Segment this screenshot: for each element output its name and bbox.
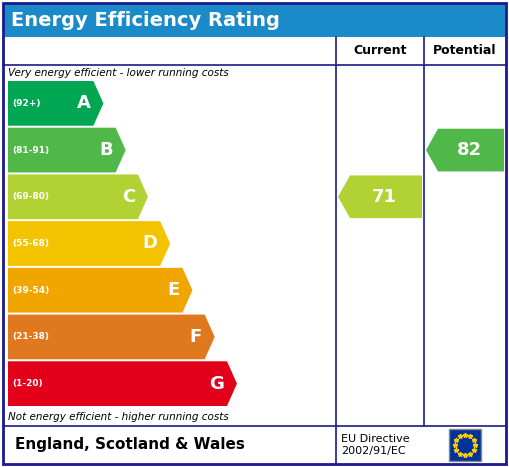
Polygon shape [8, 127, 126, 172]
Text: Very energy efficient - lower running costs: Very energy efficient - lower running co… [8, 68, 229, 78]
Text: B: B [99, 141, 112, 159]
Text: C: C [122, 188, 135, 206]
Text: England, Scotland & Wales: England, Scotland & Wales [15, 438, 245, 453]
Bar [3, 426, 506, 464]
Text: 82: 82 [457, 141, 482, 159]
Bar [3, 3, 506, 37]
Text: G: G [209, 375, 224, 393]
Text: (55-68): (55-68) [12, 239, 49, 248]
Polygon shape [8, 175, 148, 219]
Bar [449, 429, 481, 461]
Polygon shape [8, 81, 103, 126]
Bar [3, 37, 506, 426]
Polygon shape [8, 221, 170, 266]
Text: Potential: Potential [433, 44, 497, 57]
Text: Not energy efficient - higher running costs: Not energy efficient - higher running co… [8, 412, 229, 422]
Text: (69-80): (69-80) [12, 192, 49, 201]
Text: 71: 71 [372, 188, 397, 206]
Text: (1-20): (1-20) [12, 379, 43, 388]
Text: (81-91): (81-91) [12, 146, 49, 155]
Text: D: D [142, 234, 157, 253]
Polygon shape [426, 129, 504, 171]
Text: EU Directive: EU Directive [341, 434, 410, 444]
Polygon shape [338, 176, 422, 218]
Text: 2002/91/EC: 2002/91/EC [341, 446, 406, 456]
Text: Current: Current [353, 44, 407, 57]
Text: (21-38): (21-38) [12, 333, 49, 341]
Text: E: E [167, 281, 180, 299]
Text: A: A [76, 94, 91, 113]
Polygon shape [8, 361, 237, 406]
Text: F: F [189, 328, 202, 346]
Text: (92+): (92+) [12, 99, 41, 108]
Polygon shape [8, 268, 192, 312]
Polygon shape [8, 315, 215, 359]
Text: (39-54): (39-54) [12, 286, 49, 295]
Text: Energy Efficiency Rating: Energy Efficiency Rating [11, 10, 280, 29]
